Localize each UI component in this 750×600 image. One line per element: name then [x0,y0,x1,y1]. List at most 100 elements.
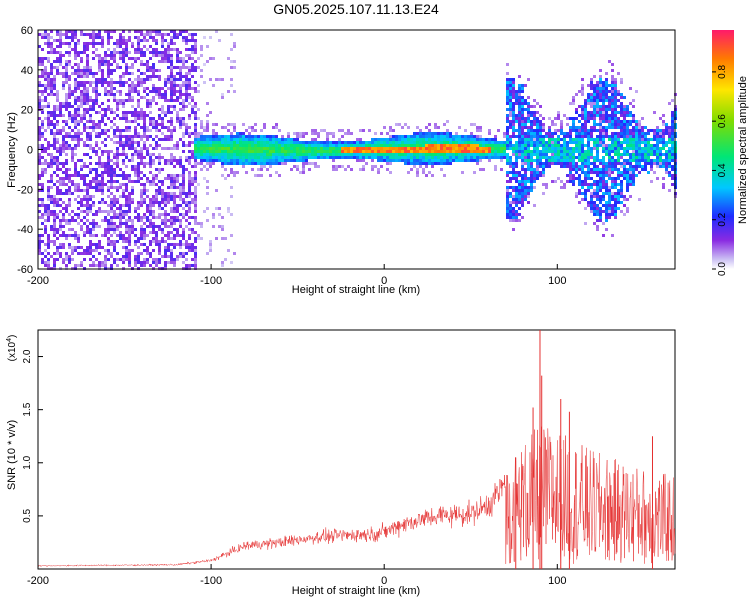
heatmap-cell [188,174,191,177]
heatmap-cell [467,135,470,138]
heatmap-cell [620,192,623,195]
heatmap-cell [596,135,599,138]
heatmap-cell [185,246,188,249]
heatmap-cell [596,96,599,99]
heatmap-cell [569,174,572,177]
heatmap-cell [326,144,329,147]
heatmap-cell [101,69,104,72]
heatmap-cell [605,120,608,123]
heatmap-cell [299,141,302,144]
heatmap-cell [188,84,191,87]
heatmap-cell [95,162,98,165]
heatmap-cell [608,198,611,201]
heatmap-cell [263,144,266,147]
heatmap-cell [164,51,167,54]
heatmap-cell [665,123,668,126]
heatmap-cell [98,93,101,96]
heatmap-cell [548,132,551,135]
heatmap-cell [38,132,41,135]
heatmap-cell [506,81,509,84]
heatmap-cell [125,81,128,84]
heatmap-cell [512,186,515,189]
heatmap-cell [179,66,182,69]
heatmap-cell [62,54,65,57]
heatmap-cell [557,138,560,141]
heatmap-cell [494,168,497,171]
heatmap-cell [599,180,602,183]
heatmap-cell [80,174,83,177]
heatmap-cell [74,213,77,216]
heatmap-cell [59,108,62,111]
heatmap-cell [56,192,59,195]
heatmap-cell [401,144,404,147]
heatmap-cell [185,225,188,228]
heatmap-cell [56,246,59,249]
heatmap-cell [182,165,185,168]
heatmap-cell [638,147,641,150]
heatmap-cell [149,75,152,78]
heatmap-cell [593,84,596,87]
heatmap-cell [155,39,158,42]
heatmap-cell [515,114,518,117]
heatmap-cell [650,153,653,156]
heatmap-cell [548,126,551,129]
heatmap-cell [176,243,179,246]
heatmap-cell [461,141,464,144]
heatmap-cell [119,102,122,105]
heatmap-cell [50,174,53,177]
heatmap-cell [260,162,263,165]
heatmap-cell [53,141,56,144]
heatmap-cell [377,147,380,150]
heatmap-cell [107,153,110,156]
heatmap-cell [161,57,164,60]
heatmap-cell [623,171,626,174]
heatmap-cell [83,183,86,186]
heatmap-cell [188,87,191,90]
heatmap-cell [272,153,275,156]
heatmap-cell [443,153,446,156]
heatmap-cell [287,144,290,147]
heatmap-cell [536,168,539,171]
heatmap-cell [89,108,92,111]
heatmap-cell [107,189,110,192]
heatmap-cell [173,264,176,267]
heatmap-cell [41,126,44,129]
heatmap-cell [170,63,173,66]
heatmap-cell [128,207,131,210]
heatmap-cell [89,258,92,261]
heatmap-cell [95,171,98,174]
heatmap-cell [461,171,464,174]
heatmap-cell [137,144,140,147]
heatmap-cell [206,147,209,150]
heatmap-cell [599,78,602,81]
heatmap-cell [590,201,593,204]
heatmap-cell [419,147,422,150]
heatmap-cell [590,156,593,159]
heatmap-cell [524,120,527,123]
heatmap-cell [416,162,419,165]
heatmap-cell [578,201,581,204]
heatmap-cell [83,162,86,165]
heatmap-cell [464,129,467,132]
heatmap-cell [152,237,155,240]
heatmap-cell [137,123,140,126]
heatmap-cell [509,78,512,81]
heatmap-cell [668,159,671,162]
heatmap-cell [509,90,512,93]
heatmap-cell [65,168,68,171]
heatmap-cell [665,168,668,171]
heatmap-cell [59,189,62,192]
heatmap-cell [614,147,617,150]
heatmap-cell [65,210,68,213]
heatmap-cell [602,105,605,108]
heatmap-cell [128,225,131,228]
heatmap-cell [614,123,617,126]
heatmap-cell [182,180,185,183]
heatmap-cell [233,45,236,48]
heatmap-cell [176,90,179,93]
heatmap-cell [131,45,134,48]
heatmap-cell [134,168,137,171]
heatmap-cell [608,162,611,165]
heatmap-cell [578,105,581,108]
heatmap-cell [227,90,230,93]
